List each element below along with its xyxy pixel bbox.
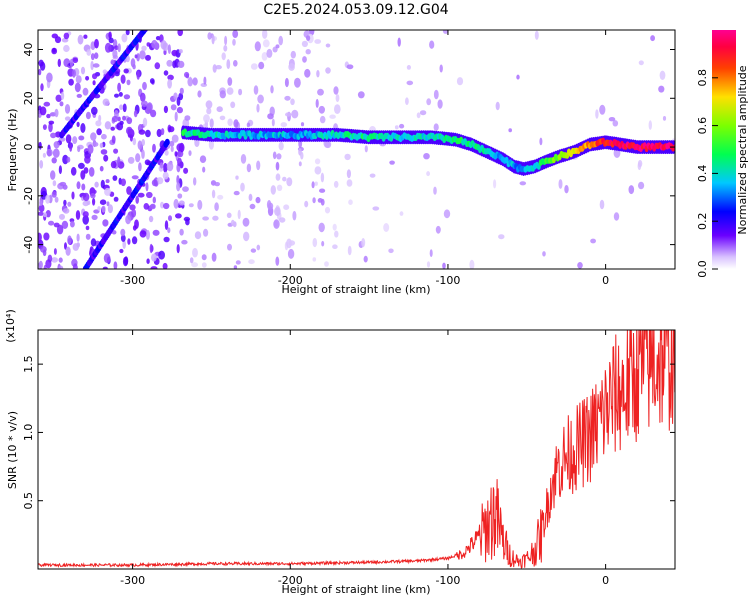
x-tick-label: -200 <box>278 574 303 587</box>
figure-title: C2E5.2024.053.09.12.G04 <box>263 2 448 18</box>
spectrogram-heatmap <box>38 30 675 269</box>
spectrogram-y-label: Frequency (Hz) <box>6 109 19 192</box>
y-tick-label: -20 <box>22 187 35 205</box>
colorbar-label: Normalized spectral amplitude <box>736 65 749 234</box>
spectrogram-x-label: Height of straight line (km) <box>281 283 430 296</box>
x-tick-label: 0 <box>602 274 609 287</box>
x-tick-label: -300 <box>120 274 145 287</box>
snr-panel: -300 -200 -100 0 0.5 1.0 1.5 (x10⁴) Height of … <box>4 309 676 596</box>
spectrogram-axes: -300 -200 -100 0 40 20 0 -20 -40 <box>22 30 675 287</box>
colorbar-tick-label: 0.8 <box>696 69 709 87</box>
colorbar-tick-label: 0.6 <box>696 117 709 135</box>
y-tick-label: 0 <box>22 144 35 151</box>
snr-frame <box>37 329 676 570</box>
spectrogram-frame <box>37 29 676 270</box>
snr-scale-note: (x10⁴) <box>4 309 17 343</box>
y-tick-label: 0.5 <box>22 492 35 510</box>
colorbar-ticks: 0.0 0.2 0.4 0.6 0.8 <box>696 69 718 278</box>
y-tick-label: 1.5 <box>22 355 35 373</box>
x-tick-label: -300 <box>120 574 145 587</box>
x-tick-label: -100 <box>435 274 460 287</box>
x-tick-label: -100 <box>435 574 460 587</box>
x-tick-label: 0 <box>602 574 609 587</box>
y-tick-label: 1.0 <box>22 424 35 442</box>
y-tick-label: 40 <box>22 43 35 57</box>
colorbar-tick-label: 0.4 <box>696 165 709 183</box>
colorbar: 0.0 0.2 0.4 0.6 0.8 Normalized spectral ampl… <box>696 30 749 278</box>
x-tick-label: -200 <box>278 274 303 287</box>
spectrogram-panel: -300 -200 -100 0 40 20 0 -20 -40 Height of strai… <box>6 29 749 296</box>
colorbar-gradient <box>712 30 736 269</box>
snr-series-line <box>38 330 675 569</box>
colorbar-tick-label: 0.0 <box>696 260 709 278</box>
snr-x-label: Height of straight line (km) <box>281 583 430 596</box>
snr-y-label: SNR (10 * v/v) <box>6 411 19 489</box>
y-tick-label: 20 <box>22 91 35 105</box>
snr-axes: -300 -200 -100 0 0.5 1.0 1.5 <box>22 330 675 587</box>
colorbar-tick-label: 0.2 <box>696 212 709 230</box>
y-tick-label: -40 <box>22 236 35 254</box>
